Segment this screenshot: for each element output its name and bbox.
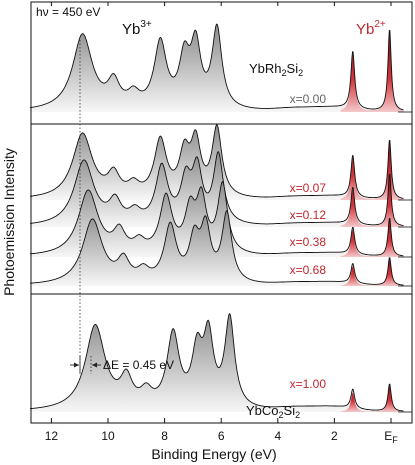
concentration-label-3: x=0.38 — [290, 235, 327, 249]
yb2-fill-x=0.68 — [340, 258, 404, 286]
top-compound-a: YbRh — [249, 61, 282, 76]
x-tick-label-2: 8 — [161, 429, 168, 443]
delta-e-arrowhead-left — [74, 362, 79, 368]
x-tick-label-3: 6 — [218, 429, 225, 443]
spectrum-fill-x=0.00 — [30, 24, 404, 112]
concentration-label-4: x=0.68 — [290, 263, 327, 277]
photon-energy-label: hν = 450 eV — [36, 5, 100, 19]
x-tick-label-1: 10 — [101, 429, 115, 443]
bottom-compound-b: Si — [284, 403, 296, 418]
bottom-compound-sub1: 2 — [279, 410, 284, 420]
spectrum-line-x=0.68 — [30, 210, 404, 286]
yb3-label-sup: 3+ — [140, 19, 152, 30]
top-compound-label: YbRh2Si2 — [249, 61, 303, 78]
spectrum-fill-x=1.00 — [30, 313, 404, 412]
spectra-layer — [30, 23, 412, 413]
x-tick-label-6: EF — [384, 429, 398, 445]
delta-e-label: ΔE = 0.45 eV — [103, 358, 174, 372]
spectrum-line-x=0.38 — [30, 181, 404, 257]
yb2-fill-x=0.38 — [340, 218, 404, 257]
x-tick-label-0: 12 — [45, 429, 59, 443]
yb2-fill-x=0.12 — [340, 175, 404, 227]
bottom-compound-a: YbCo — [246, 403, 279, 418]
yb2-fill-x=0.07 — [340, 141, 404, 200]
yb2-fill-x=0.00 — [340, 31, 404, 113]
delta-e-annotation: ΔE = 0.45 eV — [70, 356, 174, 374]
delta-e-arrowhead-right — [92, 362, 97, 368]
top-compound-sub2: 2 — [298, 68, 303, 78]
yb2-label-base: Yb — [356, 21, 374, 38]
bottom-compound-sub2: 2 — [295, 410, 300, 420]
bottom-compound-label: YbCo2Si2 — [246, 403, 300, 420]
concentration-label-5: x=1.00 — [290, 377, 327, 391]
x-axis-title: Binding Energy (eV) — [151, 446, 276, 462]
concentration-label-1: x=0.07 — [290, 181, 327, 195]
yb2-label-sup: 2+ — [374, 19, 386, 30]
x-tick-label-fermi-sub: F — [392, 435, 398, 445]
concentration-labels: x=0.00 x=0.07 x=0.12 x=0.38 x=0.68 x=1.00 — [290, 92, 327, 391]
x-tick-label-4: 4 — [274, 429, 281, 443]
spectrum-line-x=0.00 — [30, 23, 404, 111]
yb2-fill-x=1.00 — [340, 384, 404, 412]
spectrum-line-x=1.00 — [30, 313, 404, 412]
yb2-label: Yb2+ — [356, 19, 386, 38]
y-axis-title: Photoemission Intensity — [1, 148, 17, 296]
concentration-label-2: x=0.12 — [290, 208, 327, 222]
top-compound-b: Si — [287, 61, 299, 76]
top-compound-sub1: 2 — [282, 68, 287, 78]
spectrum-fill-x=0.12 — [30, 151, 404, 227]
x-axis-ticks: 12 10 8 6 4 2 EF — [45, 2, 398, 445]
yb3-label-base: Yb — [122, 21, 140, 38]
spectrum-fill-x=0.68 — [30, 210, 404, 286]
spectrum-line-x=0.12 — [30, 151, 404, 226]
spectrum-line-x=0.07 — [30, 124, 404, 199]
yb3-label: Yb3+ — [122, 19, 152, 38]
spectrum-fill-x=0.38 — [30, 181, 404, 257]
concentration-label-0: x=0.00 — [290, 92, 327, 106]
x-tick-label-5: 2 — [331, 429, 338, 443]
